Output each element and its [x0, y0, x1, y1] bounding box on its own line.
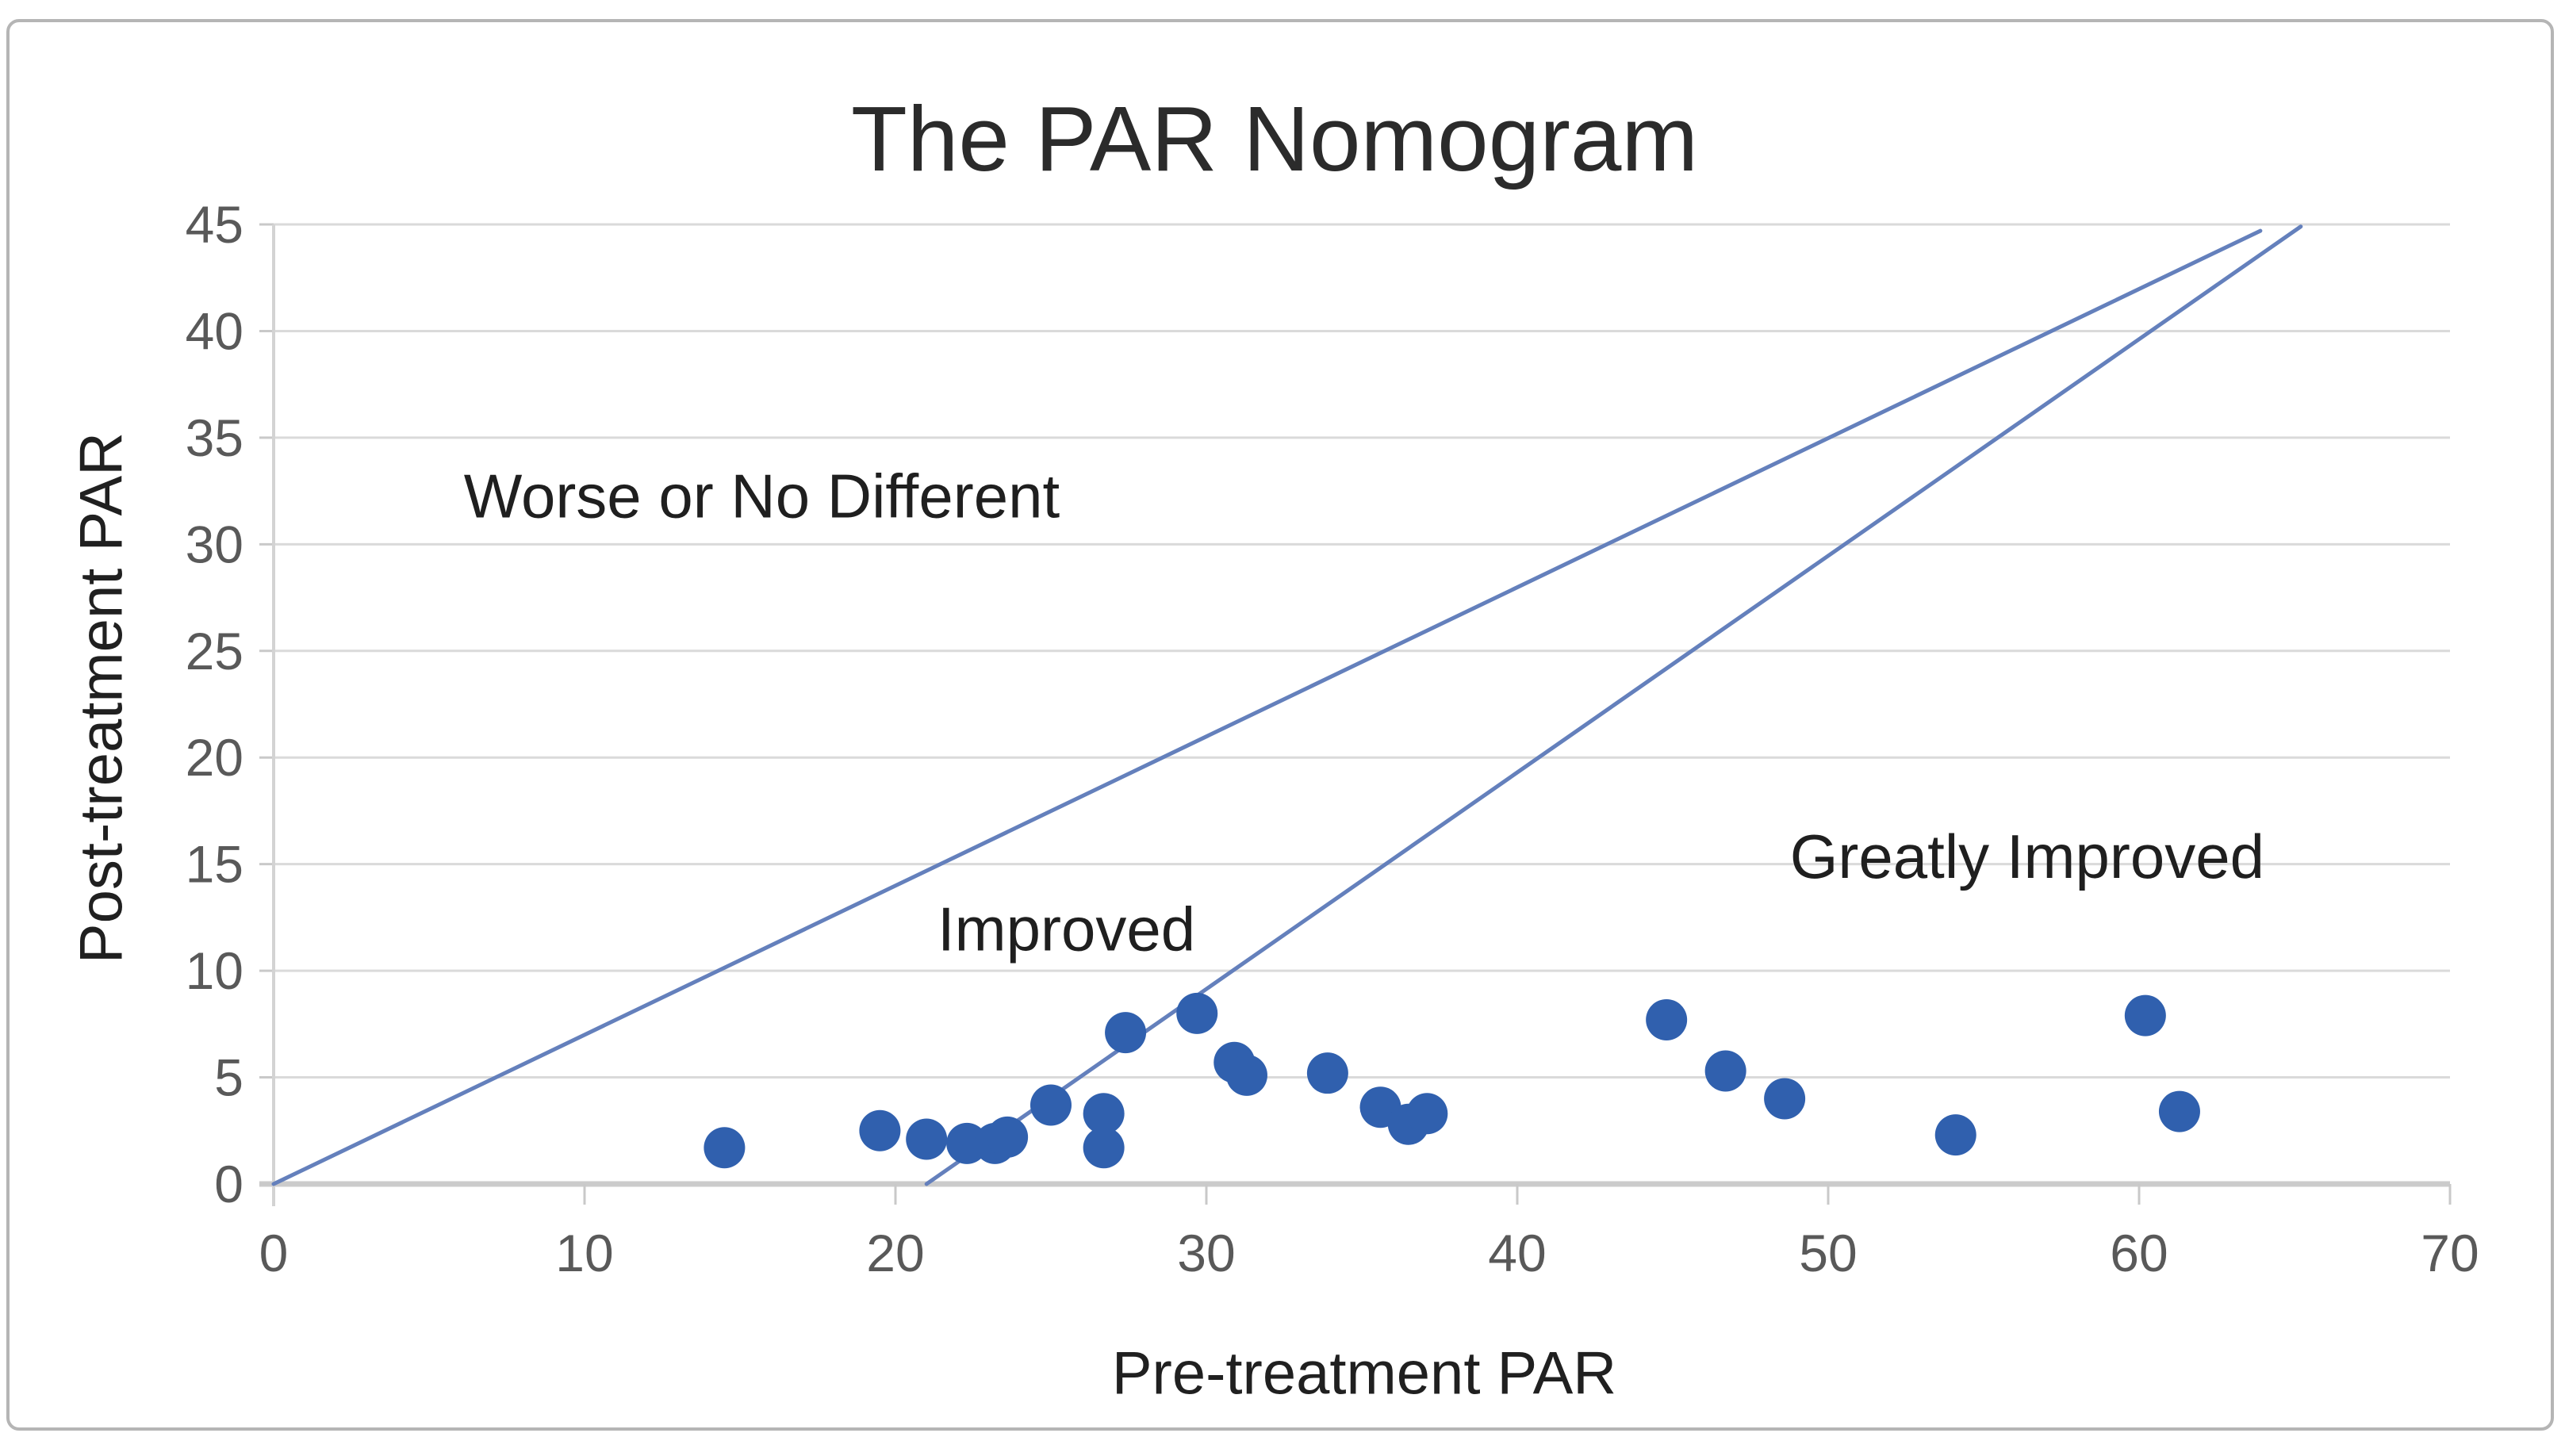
- data-point-21: [2124, 994, 2166, 1036]
- x-tick-label-50: 50: [1799, 1224, 1857, 1282]
- data-point-1: [859, 1109, 901, 1151]
- data-point-2: [906, 1118, 948, 1160]
- x-tick-label-30: 30: [1177, 1224, 1235, 1282]
- data-point-8: [1083, 1127, 1125, 1169]
- y-tick-label-15: 15: [186, 835, 243, 894]
- data-point-13: [1306, 1052, 1348, 1094]
- y-tick-label-0: 0: [214, 1155, 243, 1213]
- data-point-20: [1934, 1114, 1976, 1156]
- x-axis-title: Pre-treatment PAR: [1111, 1339, 1617, 1408]
- data-point-7: [1083, 1093, 1125, 1135]
- data-point-5: [987, 1116, 1029, 1158]
- region-label-greatly-improved: Greatly Improved: [1790, 822, 2264, 891]
- chart-title: The PAR Nomogram: [851, 87, 1698, 190]
- data-point-12: [1225, 1054, 1267, 1096]
- y-tick-label-20: 20: [186, 728, 243, 787]
- data-point-9: [1105, 1012, 1147, 1054]
- x-tick-label-70: 70: [2421, 1224, 2479, 1282]
- data-point-22: [2158, 1090, 2200, 1132]
- y-tick-label-30: 30: [186, 515, 243, 573]
- data-point-16: [1406, 1093, 1448, 1135]
- x-tick-label-60: 60: [2110, 1224, 2168, 1282]
- x-tick-label-0: 0: [259, 1224, 289, 1282]
- data-point-17: [1646, 998, 1688, 1040]
- figure-border: [6, 19, 2554, 1431]
- x-tick-label-10: 10: [555, 1224, 613, 1282]
- y-tick-label-10: 10: [186, 941, 243, 1000]
- data-point-18: [1704, 1050, 1746, 1092]
- y-tick-label-35: 35: [186, 408, 243, 467]
- data-point-19: [1764, 1078, 1806, 1120]
- data-point-10: [1176, 992, 1218, 1034]
- region-label-improved: Improved: [937, 894, 1195, 964]
- x-tick-label-40: 40: [1488, 1224, 1546, 1282]
- x-tick-label-20: 20: [866, 1224, 924, 1282]
- upper-boundary-line: [271, 228, 2263, 1186]
- data-point-0: [704, 1127, 746, 1169]
- y-tick-label-25: 25: [186, 622, 243, 680]
- data-point-6: [1030, 1084, 1072, 1126]
- region-label-worse-or-no-different: Worse or No Different: [464, 461, 1060, 531]
- y-tick-label-5: 5: [214, 1048, 243, 1107]
- lower-boundary-line: [924, 224, 2303, 1186]
- y-tick-label-45: 45: [186, 195, 243, 254]
- y-tick-label-40: 40: [186, 301, 243, 360]
